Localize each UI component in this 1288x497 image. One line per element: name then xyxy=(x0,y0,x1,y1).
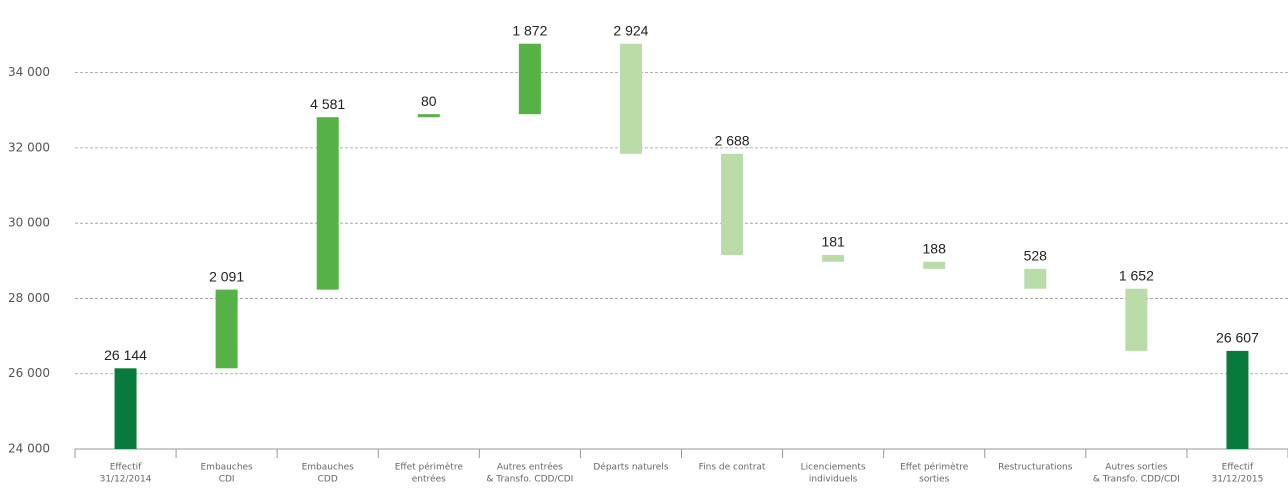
x-tick-label: 31/12/2014 xyxy=(100,475,152,485)
y-tick-label: 26 000 xyxy=(8,366,50,380)
x-tick-label: Effet périmètre xyxy=(395,462,464,473)
value-label: 2 688 xyxy=(715,132,750,148)
x-tick-label: Licenciements xyxy=(801,463,866,473)
x-tick-label: Embauches xyxy=(302,463,355,473)
x-tick-label: Effectif xyxy=(1222,463,1254,473)
bar xyxy=(114,368,137,449)
y-tick-label: 28 000 xyxy=(8,291,50,305)
bar xyxy=(1024,268,1047,289)
x-tick-label: entrées xyxy=(412,474,446,485)
y-tick-label: 30 000 xyxy=(8,216,50,230)
x-tick-label: Autres sorties xyxy=(1105,463,1167,473)
bar xyxy=(1125,288,1148,351)
value-label: 80 xyxy=(421,93,437,109)
x-tick-label: sorties xyxy=(919,475,949,485)
bar xyxy=(923,261,946,269)
value-label: 4 581 xyxy=(310,96,345,112)
y-tick-label: 34 000 xyxy=(8,65,50,79)
value-label: 188 xyxy=(923,240,947,256)
value-label: 181 xyxy=(821,234,845,250)
bar xyxy=(518,43,541,115)
value-label: 1 652 xyxy=(1119,267,1154,283)
bar xyxy=(619,43,642,154)
x-tick-label: Embauches xyxy=(200,463,253,473)
bar xyxy=(417,114,440,118)
x-tick-label: & Transfo. CDD/CDI xyxy=(1093,475,1180,485)
y-tick-label: 32 000 xyxy=(8,140,50,154)
x-tick-label: CDI xyxy=(219,475,235,485)
bar xyxy=(822,254,845,262)
bar xyxy=(215,289,238,369)
x-tick-label: Effet périmètre xyxy=(900,462,969,473)
bar xyxy=(721,153,744,255)
x-tick-label: individuels xyxy=(809,475,858,485)
x-tick-label: Effectif xyxy=(110,463,142,473)
value-label: 2 924 xyxy=(613,22,648,38)
value-label: 2 091 xyxy=(209,268,244,284)
value-label: 1 872 xyxy=(512,22,547,38)
x-tick-label: 31/12/2015 xyxy=(1212,475,1264,485)
x-tick-label: & Transfo. CDD/CDI xyxy=(486,475,573,485)
value-label: 26 607 xyxy=(1216,330,1259,346)
bar xyxy=(1226,350,1249,449)
x-tick-label: CDD xyxy=(318,475,338,485)
bar xyxy=(316,117,339,290)
value-label: 528 xyxy=(1024,248,1048,264)
y-tick-label: 24 000 xyxy=(8,442,50,456)
x-tick-label: Restructurations xyxy=(998,463,1073,473)
x-tick-label: Départs naturels xyxy=(593,462,668,473)
x-tick-label: Autres entrées xyxy=(497,462,563,473)
value-label: 26 144 xyxy=(104,347,147,363)
x-tick-label: Fins de contrat xyxy=(699,463,766,473)
